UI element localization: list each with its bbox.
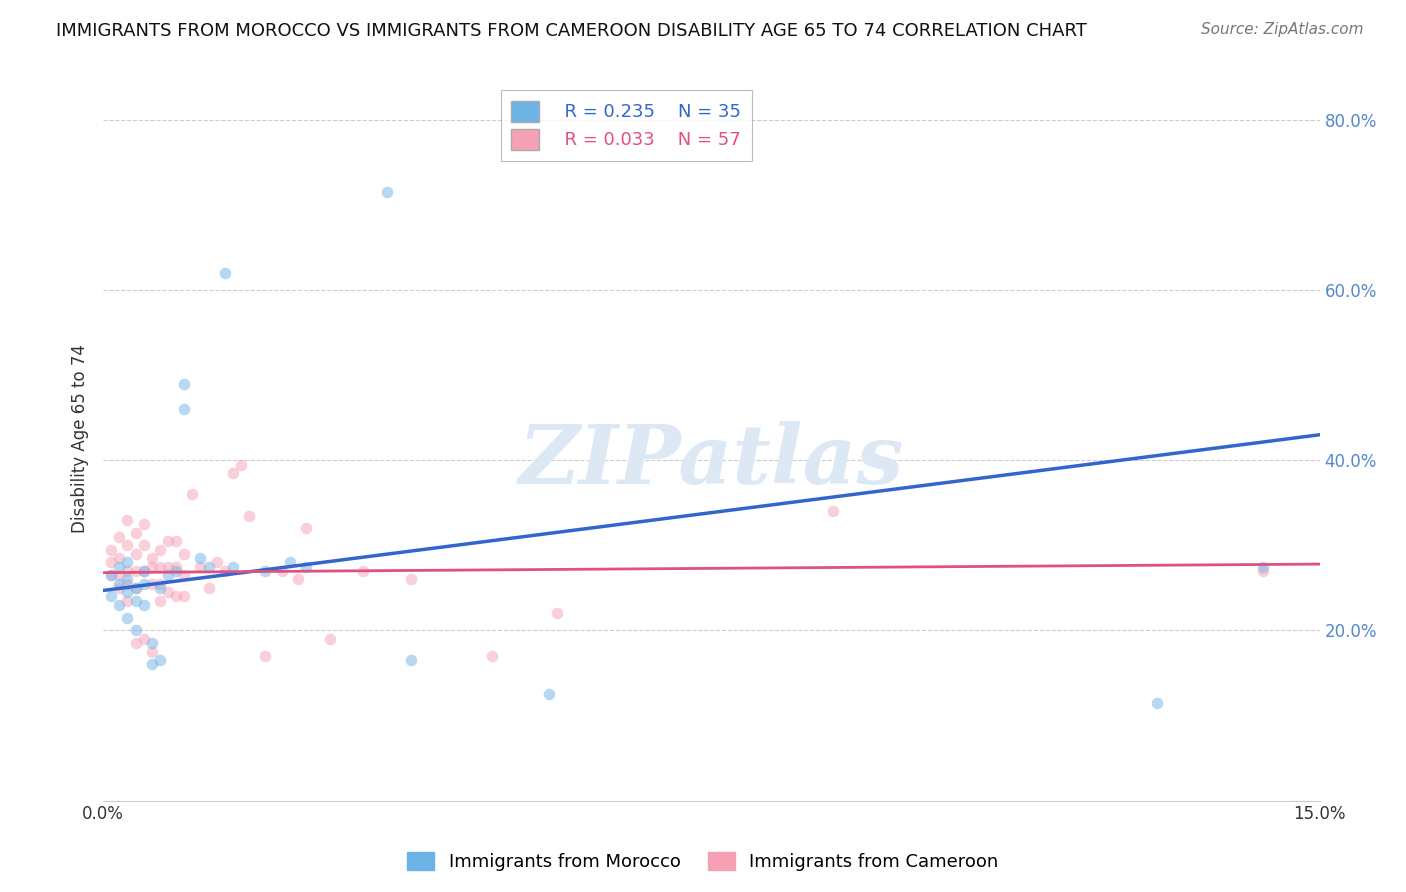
Point xyxy=(117,610,139,624)
Point xyxy=(165,590,187,604)
Point xyxy=(149,542,172,557)
Point xyxy=(100,542,122,557)
Point xyxy=(108,568,131,582)
Point xyxy=(214,564,236,578)
Point xyxy=(156,568,179,582)
Point xyxy=(117,593,139,607)
Point xyxy=(173,568,195,582)
Point xyxy=(117,564,139,578)
Point xyxy=(190,559,212,574)
Point xyxy=(149,576,172,591)
Text: Source: ZipAtlas.com: Source: ZipAtlas.com xyxy=(1201,22,1364,37)
Point xyxy=(295,559,318,574)
Point xyxy=(100,555,122,569)
Point xyxy=(117,513,139,527)
Point xyxy=(205,555,228,569)
Point xyxy=(156,534,179,549)
Point xyxy=(197,559,219,574)
Point xyxy=(108,581,131,595)
Point xyxy=(319,632,342,646)
Point xyxy=(124,624,146,638)
Point xyxy=(254,648,277,663)
Point xyxy=(108,559,131,574)
Point xyxy=(132,576,155,591)
Point xyxy=(538,687,561,701)
Point xyxy=(132,564,155,578)
Point xyxy=(132,598,155,612)
Point xyxy=(132,538,155,552)
Point xyxy=(141,636,163,650)
Point xyxy=(108,576,131,591)
Point xyxy=(821,504,844,518)
Point xyxy=(124,564,146,578)
Point xyxy=(100,568,122,582)
Point xyxy=(124,581,146,595)
Point xyxy=(108,551,131,566)
Point xyxy=(352,564,374,578)
Point xyxy=(132,517,155,532)
Point xyxy=(156,585,179,599)
Point xyxy=(278,555,301,569)
Point xyxy=(149,581,172,595)
Point xyxy=(149,559,172,574)
Point xyxy=(295,521,318,535)
Point xyxy=(181,487,204,501)
Legend: Immigrants from Morocco, Immigrants from Cameroon: Immigrants from Morocco, Immigrants from… xyxy=(401,845,1005,879)
Point xyxy=(108,598,131,612)
Point xyxy=(173,590,195,604)
Point xyxy=(124,593,146,607)
Point xyxy=(117,538,139,552)
Point xyxy=(401,653,423,667)
Point xyxy=(546,607,568,621)
Point xyxy=(132,564,155,578)
Point xyxy=(132,632,155,646)
Point xyxy=(156,559,179,574)
Text: ZIPatlas: ZIPatlas xyxy=(519,421,904,500)
Point xyxy=(149,593,172,607)
Point xyxy=(165,534,187,549)
Point xyxy=(100,590,122,604)
Point xyxy=(254,564,277,578)
Point xyxy=(108,530,131,544)
Point xyxy=(141,657,163,672)
Text: IMMIGRANTS FROM MOROCCO VS IMMIGRANTS FROM CAMEROON DISABILITY AGE 65 TO 74 CORR: IMMIGRANTS FROM MOROCCO VS IMMIGRANTS FR… xyxy=(56,22,1087,40)
Point xyxy=(124,547,146,561)
Point xyxy=(117,576,139,591)
Point xyxy=(141,645,163,659)
Point xyxy=(481,648,503,663)
Point xyxy=(173,402,195,417)
Point xyxy=(401,573,423,587)
Point xyxy=(165,564,187,578)
Point xyxy=(287,573,309,587)
Point xyxy=(222,559,245,574)
Point xyxy=(149,653,172,667)
Point xyxy=(165,559,187,574)
Point xyxy=(117,573,139,587)
Point xyxy=(1251,559,1274,574)
Point xyxy=(141,551,163,566)
Point xyxy=(1146,696,1168,710)
Point xyxy=(1251,564,1274,578)
Point xyxy=(222,466,245,480)
Point xyxy=(117,585,139,599)
Point xyxy=(270,564,292,578)
Legend:   R = 0.235    N = 35,   R = 0.033    N = 57: R = 0.235 N = 35, R = 0.033 N = 57 xyxy=(501,90,752,161)
Point xyxy=(124,636,146,650)
Point xyxy=(375,186,398,200)
Point xyxy=(173,547,195,561)
Point xyxy=(229,458,252,472)
Point xyxy=(190,551,212,566)
Point xyxy=(141,559,163,574)
Point xyxy=(117,555,139,569)
Point xyxy=(141,576,163,591)
Point xyxy=(124,581,146,595)
Point xyxy=(124,525,146,540)
Point xyxy=(238,508,260,523)
Point xyxy=(214,266,236,280)
Y-axis label: Disability Age 65 to 74: Disability Age 65 to 74 xyxy=(72,344,89,533)
Point xyxy=(173,376,195,391)
Point xyxy=(197,581,219,595)
Point xyxy=(100,568,122,582)
